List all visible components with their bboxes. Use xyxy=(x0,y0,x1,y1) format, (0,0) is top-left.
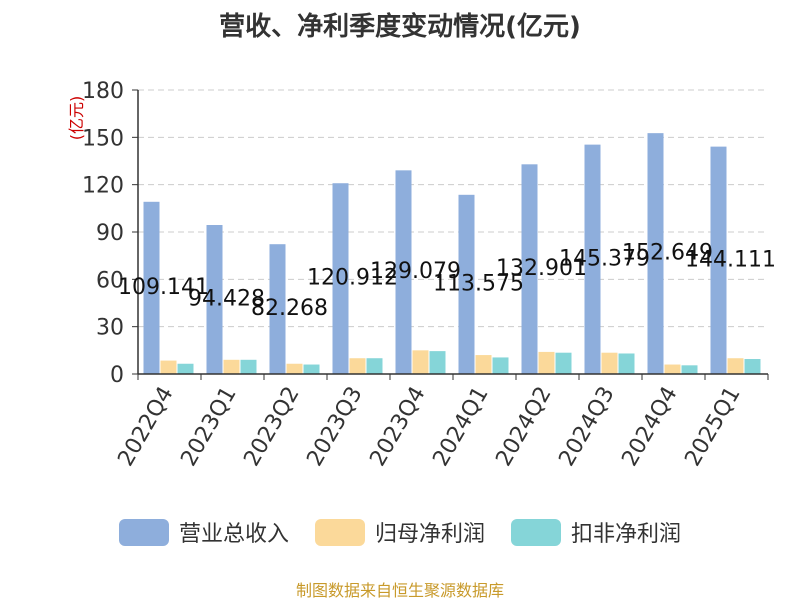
bar-deducted-net-profit xyxy=(366,358,383,374)
y-tick-label: 60 xyxy=(96,268,124,293)
bar-deducted-net-profit xyxy=(492,357,509,374)
legend-swatch-net-profit xyxy=(314,518,365,546)
bar-net-profit xyxy=(223,359,240,374)
bar-revenue xyxy=(332,183,349,374)
x-tick-label: 2024Q2 xyxy=(491,383,556,471)
x-tick-label: 2023Q2 xyxy=(239,383,304,471)
legend-item-net-profit[interactable]: 归母净利润 xyxy=(314,516,485,548)
bar-deducted-net-profit xyxy=(240,359,257,374)
x-tick-label: 2024Q1 xyxy=(428,383,493,471)
x-tick-label: 2022Q4 xyxy=(113,383,178,471)
bar-net-profit xyxy=(601,352,618,374)
x-tick-label: 2023Q4 xyxy=(365,383,430,471)
bar-net-profit xyxy=(664,364,681,374)
bar-deducted-net-profit xyxy=(177,363,194,374)
y-tick-label: 90 xyxy=(96,221,124,246)
y-axis-label: (亿元) xyxy=(67,96,86,141)
bar-revenue xyxy=(710,146,727,374)
data-label: 94.428 xyxy=(188,287,265,312)
x-tick-label: 2023Q3 xyxy=(302,383,367,471)
bar-revenue xyxy=(143,201,160,374)
data-label: 113.575 xyxy=(433,271,524,296)
legend-swatch-deducted-net-profit xyxy=(511,518,561,546)
x-tick-label: 2025Q1 xyxy=(680,383,745,471)
bar-revenue xyxy=(269,244,286,374)
bar-revenue xyxy=(458,194,475,374)
data-source-note: 制图数据来自恒生聚源数据库 xyxy=(295,581,504,600)
data-label: 132.901 xyxy=(496,256,587,281)
bar-deducted-net-profit xyxy=(429,351,446,374)
bar-revenue xyxy=(395,170,412,374)
data-label: 109.141 xyxy=(118,275,209,300)
legend-swatch-revenue xyxy=(118,518,169,546)
bar-revenue xyxy=(647,133,664,374)
bar-deducted-net-profit xyxy=(744,359,761,374)
data-label: 144.111 xyxy=(685,247,776,272)
x-tick-label: 2024Q3 xyxy=(554,383,619,471)
y-tick-label: 0 xyxy=(110,363,124,388)
legend: 营业总收入 归母净利润 扣非净利润 xyxy=(0,516,800,548)
bar-deducted-net-profit xyxy=(681,365,698,374)
data-label: 120.912 xyxy=(307,266,398,291)
x-tick-label: 2024Q4 xyxy=(617,383,682,471)
y-tick-label: 180 xyxy=(82,79,124,104)
bar-revenue xyxy=(521,164,538,374)
bar-net-profit xyxy=(412,350,429,374)
data-label: 129.079 xyxy=(370,259,461,284)
legend-item-revenue[interactable]: 营业总收入 xyxy=(118,516,289,548)
bar-net-profit xyxy=(475,355,492,374)
y-tick-label: 30 xyxy=(96,316,124,341)
legend-label-net-profit: 归母净利润 xyxy=(374,522,485,547)
data-label: 152.649 xyxy=(622,241,713,266)
bar-revenue xyxy=(584,144,601,374)
y-tick-label: 120 xyxy=(82,174,124,199)
bar-net-profit xyxy=(538,351,555,374)
bar-deducted-net-profit xyxy=(555,352,572,374)
bar-net-profit xyxy=(160,360,177,374)
legend-item-deducted-net-profit[interactable]: 扣非净利润 xyxy=(511,516,681,548)
data-label: 82.268 xyxy=(251,296,328,321)
legend-label-deducted-net-profit: 扣非净利润 xyxy=(571,522,682,547)
data-label: 145.379 xyxy=(559,246,650,271)
bar-net-profit xyxy=(349,358,366,374)
bar-revenue xyxy=(206,225,223,374)
legend-label-revenue: 营业总收入 xyxy=(178,522,289,547)
x-tick-label: 2023Q1 xyxy=(176,383,241,471)
bar-net-profit xyxy=(727,358,744,374)
bar-deducted-net-profit xyxy=(303,364,320,374)
y-tick-label: 150 xyxy=(82,126,124,151)
bar-net-profit xyxy=(286,363,303,374)
chart-title: 营收、净利季度变动情况(亿元) xyxy=(219,12,581,42)
bar-deducted-net-profit xyxy=(618,353,635,374)
